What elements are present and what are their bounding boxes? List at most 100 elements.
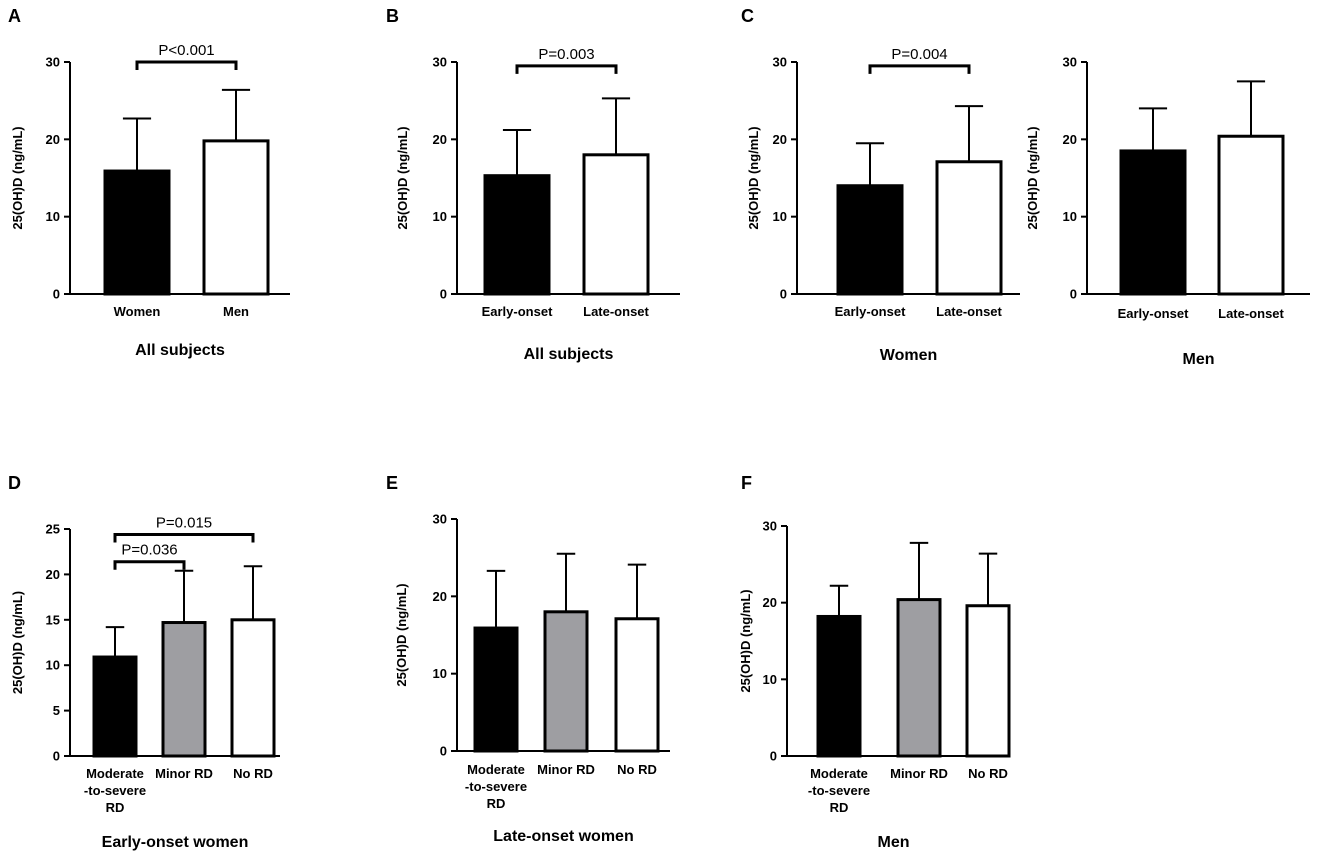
p2-category-label-1: Early-onset — [482, 304, 553, 319]
p5-category-label-1: Moderate — [86, 766, 144, 781]
p1-chart-title: All subjects — [135, 342, 225, 359]
p3-y-tick-label: 20 — [773, 132, 787, 147]
p2-significance-bracket-1 — [515, 64, 618, 74]
p1-y-tick-label: 30 — [46, 55, 60, 70]
p6-y-tick-label: 30 — [433, 512, 447, 527]
p5-chart-title: Early-onset women — [102, 834, 249, 851]
p2-y-tick-label: 10 — [433, 209, 447, 224]
p5-y-tick-label: 0 — [53, 749, 60, 764]
p5-y-tick-label: 25 — [46, 522, 60, 537]
p3-bar-2 — [935, 160, 1003, 296]
p4-y-tick-label: 30 — [1063, 55, 1077, 70]
p6-y-axis-label: 25(OH)D (ng/mL) — [394, 583, 409, 686]
p5-p-value-label-2: P=0.036 — [121, 542, 177, 559]
p1-y-tick-label: 20 — [46, 132, 60, 147]
p2-y-tick-label: 30 — [433, 55, 447, 70]
p5-significance-bracket-2 — [113, 560, 186, 570]
p6-chart-title: Late-onset women — [493, 828, 633, 845]
p5-category-label-1: -to-severe — [84, 783, 146, 798]
p5-y-tick-label: 10 — [46, 658, 60, 673]
p5-bar-1 — [92, 655, 138, 758]
p1-panel-label: A — [8, 6, 21, 26]
p3-panel-label: C — [741, 6, 754, 26]
p2-category-label-2: Late-onset — [583, 304, 649, 319]
p7-category-label-3: No RD — [968, 766, 1008, 781]
p6-bar-3 — [614, 617, 660, 753]
p5-category-label-3: No RD — [233, 766, 273, 781]
p4-bar-2 — [1217, 134, 1285, 296]
p5-category-label-2: Minor RD — [155, 766, 213, 781]
p5-category-label-1: RD — [106, 800, 125, 815]
p3-y-tick-label: 0 — [780, 287, 787, 302]
p3-category-label-2: Late-onset — [936, 304, 1002, 319]
p4-y-tick-label: 10 — [1063, 209, 1077, 224]
p2-panel-label: B — [386, 6, 399, 26]
p5-panel-label: D — [8, 473, 21, 493]
p6-y-tick-label: 0 — [440, 744, 447, 759]
p5-y-tick-label: 5 — [53, 703, 60, 718]
p6-panel-label: E — [386, 473, 398, 493]
p7-bar-1 — [816, 614, 862, 758]
p7-bar-3 — [965, 604, 1011, 758]
p7-y-tick-label: 20 — [763, 595, 777, 610]
p7-category-label-2: Minor RD — [890, 766, 948, 781]
p1-bar-1 — [103, 169, 171, 296]
p7-y-tick-label: 10 — [763, 672, 777, 687]
p6-y-tick-label: 10 — [433, 666, 447, 681]
p1-category-label-1: Women — [114, 304, 161, 319]
p1-category-label-2: Men — [223, 304, 249, 319]
p5-significance-bracket-1 — [113, 532, 255, 543]
p3-y-tick-label: 30 — [773, 55, 787, 70]
p7-y-axis-label: 25(OH)D (ng/mL) — [738, 589, 753, 692]
p2-y-tick-label: 0 — [440, 287, 447, 302]
p3-bar-1 — [836, 184, 904, 296]
p6-category-label-1: -to-severe — [465, 779, 527, 794]
p1-p-value-label-1: P<0.001 — [158, 42, 214, 59]
p5-y-tick-label: 15 — [46, 612, 60, 627]
p7-chart-title: Men — [878, 834, 910, 851]
p6-category-label-1: Moderate — [467, 762, 525, 777]
p1-y-axis-label: 25(OH)D (ng/mL) — [10, 126, 25, 229]
p1-y-tick-label: 0 — [53, 287, 60, 302]
p5-p-value-label-1: P=0.015 — [156, 514, 212, 531]
p1-y-tick-label: 10 — [46, 209, 60, 224]
p6-bar-2 — [543, 610, 589, 753]
p4-y-tick-label: 0 — [1070, 287, 1077, 302]
p7-bar-2 — [896, 598, 942, 758]
p2-chart-title: All subjects — [524, 346, 614, 363]
p1-bar-2 — [202, 139, 270, 296]
p1-significance-bracket-1 — [135, 60, 238, 70]
p2-y-tick-label: 20 — [433, 132, 447, 147]
p4-category-label-2: Late-onset — [1218, 306, 1284, 321]
p6-category-label-2: Minor RD — [537, 762, 595, 777]
p5-bar-2 — [161, 621, 207, 758]
p7-category-label-1: RD — [830, 800, 849, 815]
p3-category-label-1: Early-onset — [835, 304, 906, 319]
p4-chart-title: Men — [1183, 351, 1215, 368]
p7-category-label-1: Moderate — [810, 766, 868, 781]
p7-category-label-1: -to-severe — [808, 783, 870, 798]
p2-y-axis-label: 25(OH)D (ng/mL) — [395, 126, 410, 229]
p3-y-tick-label: 10 — [773, 209, 787, 224]
p5-y-tick-label: 20 — [46, 567, 60, 582]
p7-y-tick-label: 0 — [770, 749, 777, 764]
p5-y-axis-label: 25(OH)D (ng/mL) — [10, 591, 25, 694]
p2-p-value-label-1: P=0.003 — [538, 46, 594, 63]
p7-y-tick-label: 30 — [763, 519, 777, 534]
p3-y-axis-label: 25(OH)D (ng/mL) — [746, 126, 761, 229]
p3-p-value-label-1: P=0.004 — [891, 46, 947, 63]
p3-chart-title: Women — [880, 347, 937, 364]
p2-bar-2 — [582, 153, 650, 296]
p6-category-label-3: No RD — [617, 762, 657, 777]
p4-bar-1 — [1119, 149, 1187, 296]
p3-significance-bracket-1 — [868, 64, 971, 74]
p4-category-label-1: Early-onset — [1118, 306, 1189, 321]
p4-y-tick-label: 20 — [1063, 132, 1077, 147]
p5-bar-3 — [230, 618, 276, 758]
p4-y-axis-label: 25(OH)D (ng/mL) — [1025, 126, 1040, 229]
p2-bar-1 — [483, 174, 551, 296]
p6-y-tick-label: 20 — [433, 589, 447, 604]
p6-category-label-1: RD — [487, 796, 506, 811]
p6-bar-1 — [473, 626, 519, 753]
